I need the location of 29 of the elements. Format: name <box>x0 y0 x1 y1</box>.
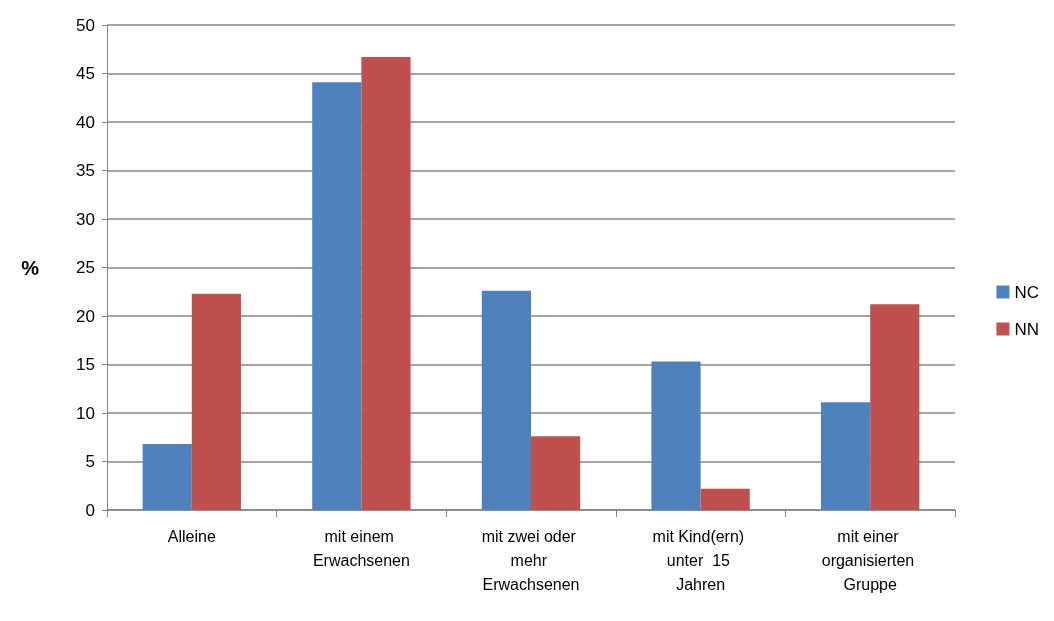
legend-label: NC <box>1014 282 1040 302</box>
bar <box>531 436 581 510</box>
y-tick-label: 45 <box>76 64 95 83</box>
y-tick-label: 40 <box>76 112 95 132</box>
x-tick-label: mit Kind(ern) unter 15 Jahren <box>652 527 749 593</box>
x-tick-label: Alleine <box>167 527 216 545</box>
bar <box>821 402 871 510</box>
y-axis-title: % <box>21 256 40 279</box>
x-tick-label: mit zwei oder mehr Erwachsenen <box>481 527 581 593</box>
bar <box>142 444 192 510</box>
bar <box>191 293 241 510</box>
y-tick-label: 15 <box>76 355 95 374</box>
bar <box>870 304 920 510</box>
x-tick-label: mit einem Erwachsenen <box>312 527 410 569</box>
y-tick-label: 5 <box>85 452 95 471</box>
y-tick-label: 25 <box>76 258 95 277</box>
x-tick-label: mit einer organisierten Gruppe <box>821 527 919 593</box>
bar <box>361 57 411 510</box>
bar <box>312 82 362 510</box>
bar <box>481 290 531 510</box>
legend-label: NN <box>1014 319 1040 339</box>
y-tick-label: 10 <box>76 403 95 423</box>
bar <box>700 488 750 510</box>
y-tick-label: 50 <box>76 15 95 35</box>
y-tick-label: 20 <box>76 306 95 326</box>
y-tick-label: 30 <box>76 209 95 229</box>
bar <box>651 361 701 510</box>
y-tick-label: 0 <box>85 500 95 520</box>
y-tick-label: 35 <box>76 161 95 180</box>
